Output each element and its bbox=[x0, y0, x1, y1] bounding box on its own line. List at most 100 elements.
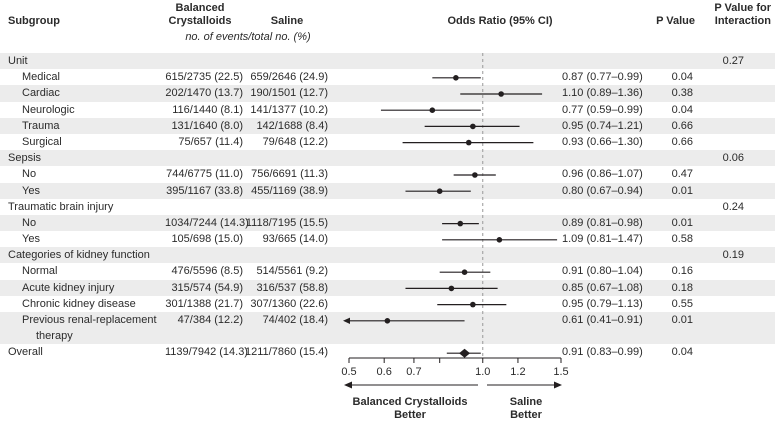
plot-spacer bbox=[328, 215, 556, 231]
saline-value: 79/648 (12.2) bbox=[262, 135, 328, 148]
plot-spacer bbox=[328, 344, 556, 360]
subgroup-label: Chronic kidney disease bbox=[22, 297, 136, 310]
p-value: 0.18 bbox=[671, 281, 693, 294]
p-value: 0.66 bbox=[671, 119, 693, 132]
subgroup-label: Surgical bbox=[22, 135, 62, 148]
plot-spacer bbox=[328, 328, 556, 344]
table-row: Surgical 75/657 (11.4) 79/648 (12.2) 0.93 (… bbox=[0, 134, 775, 150]
table-row: Cardiac 202/1470 (13.7) 190/1501 (12.7) 1.1… bbox=[0, 85, 775, 102]
odds-ratio-text: 0.85 (0.67–1.08) bbox=[562, 281, 643, 294]
table-row: Overall 1139/7942 (14.3) 1211/7860 (15.4) 0… bbox=[0, 344, 775, 360]
odds-ratio-text bbox=[556, 247, 653, 263]
plot-spacer bbox=[328, 102, 556, 118]
column-header-p-interaction-line2: Interaction bbox=[714, 15, 771, 27]
axis-tick-label: 1.0 bbox=[475, 366, 490, 378]
subgroup-label: Neurologic bbox=[22, 103, 75, 116]
axis-tick-label: 0.7 bbox=[406, 366, 421, 378]
better-right-arrowhead bbox=[554, 381, 562, 389]
section-row: Traumatic brain injury 0.24 bbox=[0, 199, 775, 215]
saline-value: 514/5561 (9.2) bbox=[256, 265, 328, 278]
p-value bbox=[653, 328, 693, 344]
saline-value bbox=[243, 150, 328, 166]
balanced-value: 315/574 (54.9) bbox=[171, 281, 243, 294]
subgroup-label: Trauma bbox=[22, 119, 60, 132]
plot-spacer bbox=[328, 312, 556, 328]
p-interaction-value bbox=[693, 312, 752, 328]
subgroup-label: Normal bbox=[22, 265, 58, 278]
p-value bbox=[653, 247, 693, 263]
balanced-value: 202/1470 (13.7) bbox=[165, 87, 243, 100]
p-interaction-value bbox=[693, 183, 752, 199]
p-value: 0.55 bbox=[671, 297, 693, 310]
column-header-balanced-line2: Crystalloids bbox=[168, 15, 232, 27]
p-interaction-value: 0.06 bbox=[722, 152, 744, 165]
odds-ratio-text: 0.95 (0.79–1.13) bbox=[562, 297, 643, 310]
left-arrow-label-line1: Balanced Crystalloids bbox=[352, 396, 468, 408]
p-value bbox=[653, 150, 693, 166]
table-row: Neurologic 116/1440 (8.1) 141/1377 (10.2) 0… bbox=[0, 102, 775, 118]
balanced-value: 75/657 (11.4) bbox=[178, 135, 243, 148]
balanced-value: 476/5596 (8.5) bbox=[171, 265, 243, 278]
left-arrow-label-line2: Better bbox=[394, 409, 426, 421]
odds-ratio-text bbox=[556, 328, 653, 344]
saline-value: 756/6691 (11.3) bbox=[251, 168, 328, 181]
p-interaction-value: 0.19 bbox=[722, 249, 744, 262]
balanced-value bbox=[165, 53, 243, 69]
column-header-subgroup: Subgroup bbox=[8, 15, 60, 27]
p-interaction-value bbox=[693, 134, 752, 150]
plot-spacer bbox=[328, 69, 556, 85]
balanced-value bbox=[165, 150, 243, 166]
plot-spacer bbox=[328, 296, 556, 312]
odds-ratio-text: 0.91 (0.83–0.99) bbox=[562, 346, 643, 359]
p-value: 0.04 bbox=[671, 71, 693, 84]
subgroup-label: Yes bbox=[22, 184, 40, 197]
plot-spacer bbox=[328, 85, 556, 101]
balanced-value: 1034/7244 (14.3) bbox=[165, 216, 249, 229]
saline-value bbox=[243, 53, 328, 69]
plot-spacer bbox=[328, 199, 556, 215]
balanced-value bbox=[165, 199, 243, 215]
subgroup-label: therapy bbox=[36, 330, 73, 343]
table-row: No 1034/7244 (14.3) 1118/7195 (15.5) 0.89 (… bbox=[0, 214, 775, 232]
section-label: Categories of kidney function bbox=[8, 249, 150, 262]
plot-spacer bbox=[328, 166, 556, 182]
p-value bbox=[653, 199, 693, 215]
axis-tick-label: 1.5 bbox=[553, 366, 568, 378]
odds-ratio-text: 1.10 (0.89–1.36) bbox=[562, 87, 643, 100]
saline-value: 455/1169 (38.9) bbox=[251, 184, 328, 197]
balanced-value: 615/2735 (22.5) bbox=[165, 71, 243, 84]
events-note: no. of events/total no. (%) bbox=[185, 31, 311, 43]
odds-ratio-text: 0.91 (0.80–1.04) bbox=[562, 265, 643, 278]
subgroup-label: No bbox=[22, 168, 37, 181]
balanced-value: 131/1640 (8.0) bbox=[171, 119, 243, 132]
right-arrow-label-line2: Better bbox=[510, 409, 542, 421]
column-header-balanced-line1: Balanced bbox=[175, 2, 225, 14]
balanced-value: 744/6775 (11.0) bbox=[166, 168, 243, 181]
subgroup-label: Cardiac bbox=[22, 87, 60, 100]
p-interaction-value bbox=[693, 118, 752, 134]
p-interaction-value bbox=[693, 102, 752, 118]
table-row: Chronic kidney disease 301/1388 (21.7) 307… bbox=[0, 296, 775, 312]
saline-value: 74/402 (18.4) bbox=[262, 314, 328, 326]
subgroup-label: Yes bbox=[22, 233, 40, 246]
odds-ratio-text: 0.87 (0.77–0.99) bbox=[562, 71, 643, 84]
balanced-value bbox=[165, 247, 243, 263]
p-value: 0.58 bbox=[671, 233, 693, 246]
p-interaction-value bbox=[693, 69, 752, 85]
p-interaction-value bbox=[693, 263, 752, 279]
table-row: Normal 476/5596 (8.5) 514/5561 (9.2) 0.91 (… bbox=[0, 263, 775, 279]
saline-value: 316/537 (58.8) bbox=[256, 281, 328, 294]
p-value: 0.66 bbox=[671, 135, 693, 148]
balanced-value: 105/698 (15.0) bbox=[171, 233, 243, 246]
balanced-value: 116/1440 (8.1) bbox=[172, 103, 243, 116]
p-value: 0.01 bbox=[671, 216, 693, 229]
odds-ratio-text bbox=[556, 199, 653, 215]
subgroup-label: Previous renal-replacement bbox=[22, 314, 157, 326]
subgroup-label: No bbox=[22, 216, 37, 229]
section-label: Traumatic brain injury bbox=[8, 200, 114, 213]
balanced-value bbox=[165, 328, 243, 344]
p-value: 0.16 bbox=[671, 265, 693, 278]
p-value: 0.47 bbox=[671, 168, 693, 181]
axis-tick-label: 1.2 bbox=[510, 366, 525, 378]
